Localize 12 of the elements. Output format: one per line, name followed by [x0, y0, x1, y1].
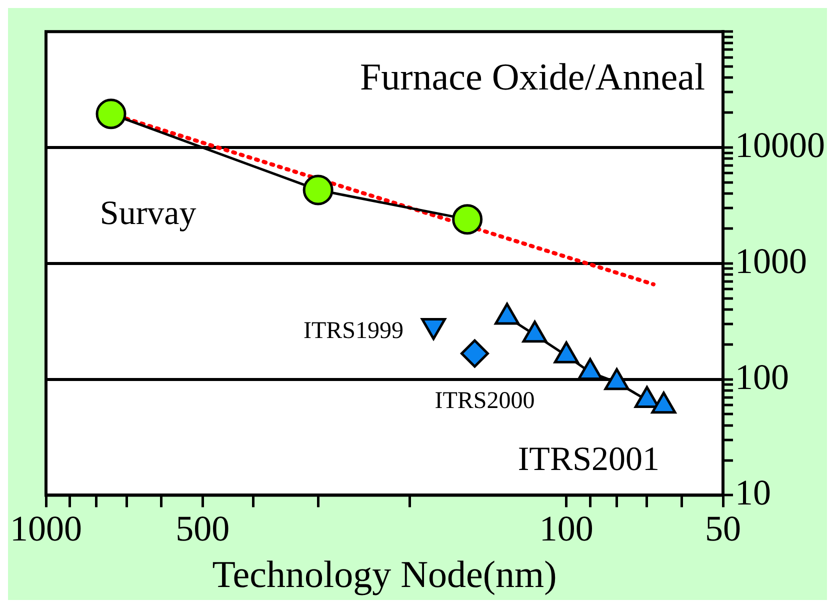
y-tick-label: 1000	[735, 240, 807, 281]
y-tick-label: 10000	[735, 124, 825, 165]
annotation: Furnace Oxide/Anneal	[360, 56, 705, 99]
series-label: ITRS2001	[518, 440, 660, 478]
x-tick-label: 500	[176, 508, 230, 548]
y-tick-label: 100	[735, 356, 789, 397]
x-axis-title: Technology Node(nm)	[212, 554, 557, 596]
x-tick-label: 100	[539, 508, 594, 548]
series-label: Survay	[100, 194, 196, 232]
series-label: ITRS1999	[304, 318, 404, 344]
series-label: ITRS2000	[434, 388, 535, 414]
x-tick-label: 1000	[10, 508, 82, 548]
